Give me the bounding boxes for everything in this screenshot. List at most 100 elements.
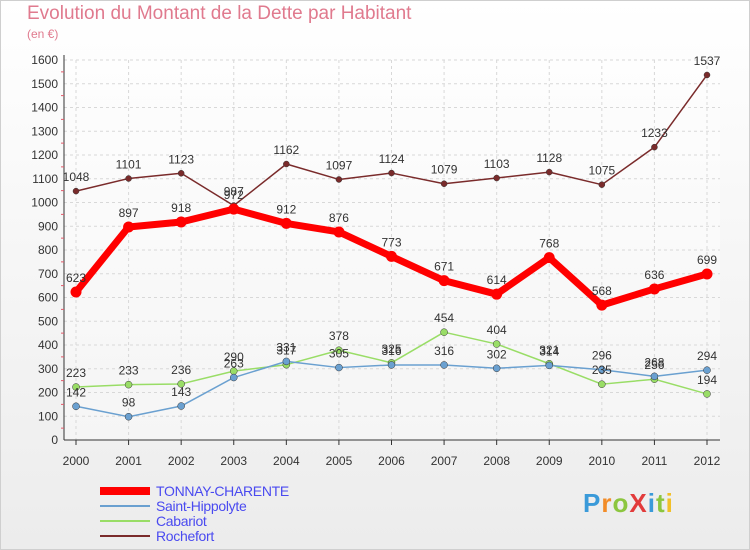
x-tick-label: 2003: [220, 454, 247, 468]
data-label: 1103: [484, 157, 510, 171]
data-label: 316: [381, 344, 401, 358]
logo-letter: t: [655, 488, 666, 518]
x-tick-label: 2000: [63, 454, 90, 468]
data-point: [650, 372, 659, 381]
data-point: [492, 364, 501, 373]
x-tick-label: 2005: [326, 454, 353, 468]
data-label: 256: [644, 358, 664, 372]
logo-letter: i: [647, 488, 656, 518]
legend-item-rochefort[interactable]: Rochefort: [100, 528, 380, 544]
legend-label-saint-hippolyte: Saint-Hippolyte: [156, 498, 247, 514]
x-tick-label: 2004: [273, 454, 300, 468]
data-label: 235: [592, 363, 612, 377]
data-point: [651, 143, 658, 151]
logo-letter: X: [629, 488, 648, 518]
data-label: 294: [697, 349, 717, 363]
y-tick-label: 1400: [31, 101, 58, 115]
logo-letter: i: [665, 488, 674, 518]
legend-item-tonnay-charente[interactable]: TONNAY-CHARENTE: [100, 483, 380, 499]
data-label: 194: [697, 373, 717, 387]
data-label: 1123: [168, 152, 194, 166]
data-point: [545, 361, 553, 370]
data-label: 331: [276, 340, 296, 354]
data-point: [491, 288, 503, 300]
data-label: 768: [539, 237, 559, 251]
data-point: [72, 402, 80, 411]
data-point: [648, 283, 660, 295]
data-point: [228, 203, 240, 215]
data-label: 314: [539, 344, 559, 358]
y-tick-label: 500: [38, 314, 58, 328]
data-label: 98: [122, 396, 136, 410]
data-point: [703, 366, 711, 374]
data-point: [492, 340, 501, 348]
data-point: [440, 328, 448, 336]
x-tick-label: 2008: [483, 454, 510, 468]
data-point: [703, 390, 711, 398]
data-point: [701, 268, 713, 280]
logo-letter: o: [612, 488, 630, 518]
data-label: 1075: [588, 164, 615, 178]
data-label: 614: [487, 273, 507, 287]
data-point: [175, 216, 187, 228]
data-point: [598, 181, 606, 188]
data-point: [543, 252, 555, 264]
data-point: [440, 361, 448, 369]
data-point: [335, 176, 343, 183]
data-point: [282, 357, 291, 366]
data-label: 897: [119, 206, 139, 220]
data-point: [123, 221, 135, 233]
legend-label-cabariot: Cabariot: [156, 513, 207, 529]
y-tick-label: 100: [38, 409, 58, 423]
chart-title: Evolution du Montant de la Dette par Hab…: [27, 3, 412, 24]
x-tick-label: 2009: [536, 454, 563, 468]
data-label: 1101: [116, 158, 142, 172]
legend-item-saint-hippolyte[interactable]: Saint-Hippolyte: [100, 498, 380, 514]
y-tick-label: 900: [38, 219, 58, 233]
data-point: [124, 412, 133, 421]
data-point: [387, 361, 396, 369]
data-point: [440, 180, 448, 187]
data-label: 671: [434, 260, 454, 274]
data-label: 1048: [63, 170, 90, 184]
data-point: [493, 174, 500, 182]
data-point: [177, 380, 185, 388]
data-point: [283, 160, 290, 168]
y-tick-label: 200: [38, 386, 58, 400]
data-label: 1128: [536, 151, 562, 165]
legend-item-cabariot[interactable]: Cabariot: [100, 513, 380, 529]
y-tick-label: 300: [38, 362, 58, 376]
data-point: [177, 170, 185, 177]
legend-swatch-cabariot: [100, 520, 150, 522]
y-tick-label: 1500: [31, 77, 58, 91]
data-label: 623: [66, 271, 86, 285]
data-point: [72, 187, 80, 195]
legend-label-tonnay-charente: TONNAY-CHARENTE: [156, 483, 289, 499]
data-label: 1537: [694, 54, 721, 68]
data-label: 568: [592, 284, 612, 298]
data-point: [124, 380, 133, 389]
y-tick-label: 1300: [31, 124, 58, 138]
data-point: [598, 380, 606, 388]
data-label: 143: [171, 385, 191, 399]
data-label: 912: [276, 202, 296, 216]
data-label: 233: [119, 364, 139, 378]
data-label: 454: [434, 311, 454, 325]
data-label: 1124: [379, 152, 405, 166]
data-point: [72, 383, 80, 391]
chart-unit: (en €): [27, 27, 59, 41]
data-label: 918: [171, 201, 191, 215]
data-label: 636: [644, 268, 664, 282]
x-tick-label: 2011: [642, 454, 668, 468]
y-tick-label: 1000: [31, 196, 58, 210]
data-point: [335, 346, 343, 354]
data-label: 1079: [431, 163, 458, 177]
x-tick-label: 2002: [168, 454, 195, 468]
data-point: [438, 275, 450, 287]
data-label: 321: [539, 343, 559, 357]
data-label: 268: [644, 355, 664, 369]
data-label: 142: [66, 385, 86, 399]
y-tick-label: 800: [38, 243, 58, 257]
data-label: 305: [329, 347, 349, 361]
